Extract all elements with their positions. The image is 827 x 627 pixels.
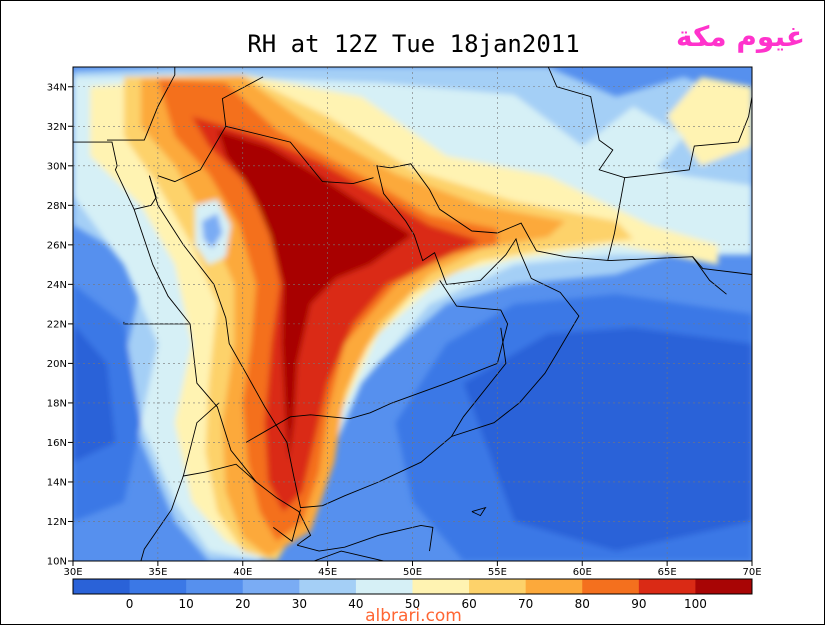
lat-tick-label: 32N [47,122,67,133]
colorbar-outline [72,578,753,595]
somaliland-border [313,550,386,561]
lon-tick-label: 35E [148,567,167,578]
djibouti-border [273,509,301,542]
rh-contour-7 [217,130,413,463]
grid-lines [73,67,752,561]
colorbar-swatch [469,579,527,594]
field-layers [73,67,752,561]
colorbar-label: 70 [518,597,533,611]
colorbar-swatch [355,579,413,594]
eritrea-border [182,402,257,483]
colorbar-label: 30 [292,597,307,611]
colorbar-swatch [186,579,244,594]
iran-pakistan-south [607,177,626,261]
lat-tick-label: 30N [47,161,67,172]
lat-tick-label: 34N [47,82,67,93]
lon-tick-label: 55E [488,567,507,578]
lat-tick-label: 14N [47,477,67,488]
humidity-field [73,67,752,561]
colorbar-label: 40 [348,597,363,611]
rh-contour-15 [582,106,685,176]
colorbar-label: 20 [235,597,250,611]
pakistan-india-border [692,256,752,275]
lon-tick-label: 65E [658,567,677,578]
lon-tick-label: 40E [233,567,252,578]
lon-tick-label: 60E [573,567,592,578]
lat-tick-label: 28N [47,201,67,212]
colorbar-swatch [129,579,187,594]
colorbar: 0 10 20 30 40 50 60 70 80 90 100 [72,578,753,611]
lon-tick-label: 50E [403,567,422,578]
jordan-border [157,76,264,183]
lat-tick-label: 18N [47,398,67,409]
colorbar-label: 90 [631,597,646,611]
oman-border [451,327,507,437]
lon-tick-label: 30E [63,567,82,578]
lat-tick-label: 10N [47,557,67,568]
iraq-border [225,125,374,185]
colorbar-label: 80 [575,597,590,611]
lat-tick-label: 22N [47,319,67,330]
red-sea-west-coast [73,141,312,546]
colorbar-swatch [299,579,357,594]
lat-tick-label: 24N [47,280,67,291]
colorbar-swatch [582,579,640,594]
coastlines [73,67,752,561]
lat-tick-label: 20N [47,359,67,370]
colorbar-label: 100 [684,597,707,611]
lat-tick-label: 16N [47,438,67,449]
sudan-ethiopia-border [140,475,184,561]
colorbar-swatch [412,579,470,594]
sinai-coast [133,175,157,210]
colorbar-label: 60 [461,597,476,611]
rh-contour-9 [202,213,223,249]
colorbar-swatch [695,579,753,594]
lat-ticks: 10N 12N 14N 16N 18N 20N 22N 24N 26N 28N 30N 32N 34N [47,82,73,568]
arabian-coast [148,163,727,509]
rh-contour-13 [73,323,116,463]
colorbar-label: 10 [179,597,194,611]
lat-tick-label: 12N [47,517,67,528]
colorbar-swatch [525,579,583,594]
socotra [471,506,487,517]
lon-tick-label: 45E [318,567,337,578]
colorbar-swatch [73,579,131,594]
colorbar-label: 50 [405,597,420,611]
saudi-south-border [245,280,509,443]
lon-ticks: 30E 35E 40E 45E 50E 55E 60E 65E 70E [63,561,762,578]
somali-coast [296,524,434,552]
colorbar-swatch [638,579,696,594]
levant-coast [107,67,176,141]
watermark: albrari.com [365,606,462,626]
chart-title: RH at 12Z Tue 18jan2011 [247,30,580,58]
colorbar-swatch [242,579,300,594]
rh-contour-14 [667,76,752,166]
lon-tick-label: 70E [742,567,761,578]
lat-tick-label: 26N [47,240,67,251]
logo-text: غيوم مكة [676,20,805,53]
colorbar-label: 0 [126,597,134,611]
